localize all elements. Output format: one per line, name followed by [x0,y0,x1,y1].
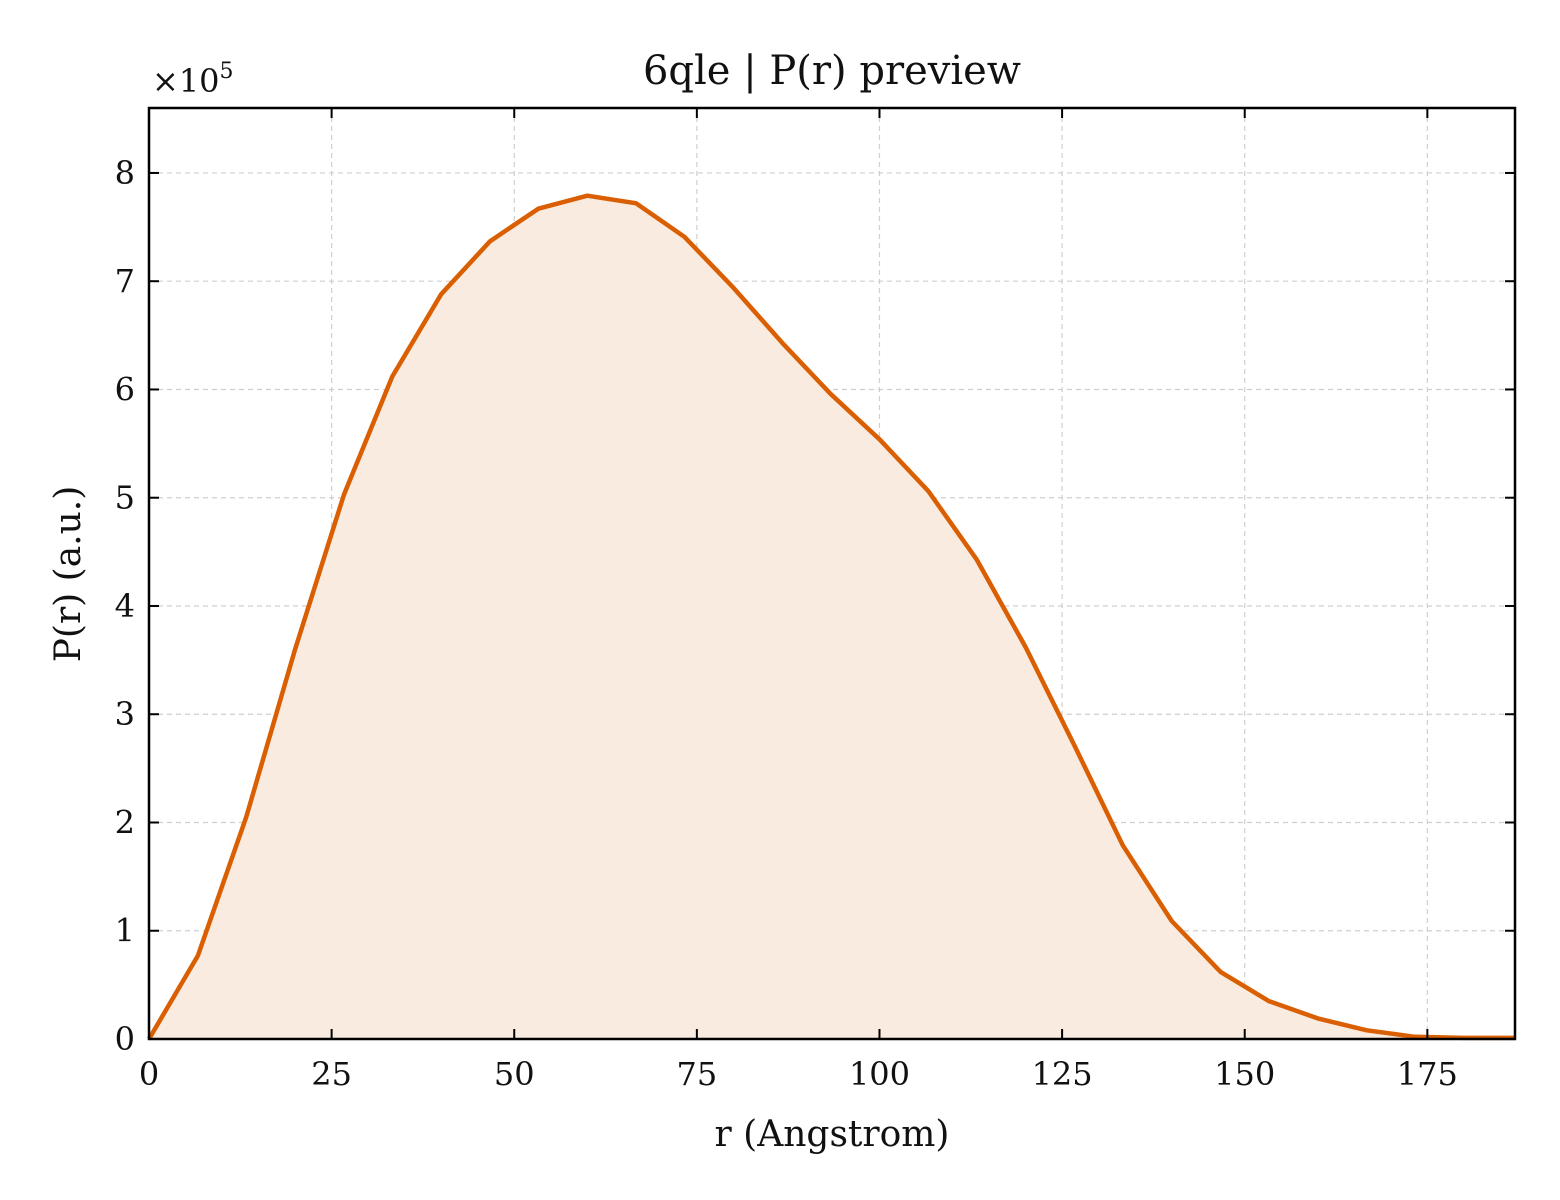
y-tick-label: 0 [115,1020,135,1058]
x-tick-label: 75 [677,1055,718,1093]
x-tick-label: 50 [494,1055,535,1093]
x-tick-label: 100 [849,1055,910,1093]
y-tick-label: 5 [115,479,135,517]
y-tick-label: 3 [115,695,135,733]
y-tick-label: 4 [115,587,135,625]
x-tick-label: 25 [311,1055,352,1093]
pr-curve-line [147,193,1515,1041]
chart-title: 6qle | P(r) preview [643,48,1021,94]
y-tick-label: 1 [115,912,135,950]
x-tick-label: 150 [1214,1055,1275,1093]
y-tick-label: 2 [115,803,135,841]
x-tick-label: 125 [1032,1055,1093,1093]
y-axis-title: P(r) (a.u.) [48,486,89,663]
y-multiplier-exponent: 5 [220,59,234,84]
ticks: 0 25 50 75 100 125 150 175 0 1 2 3 4 5 6 7 8 [115,108,1515,1093]
pr-area-fill [149,195,1515,1039]
y-tick-label: 7 [115,262,135,300]
y-axis-multiplier: ×105 [152,59,234,100]
x-tick-label: 175 [1397,1055,1458,1093]
y-tick-label: 6 [115,370,135,408]
plot-frame [147,106,1517,1041]
x-axis-title: r (Angstrom) [715,1114,950,1155]
y-tick-label: 8 [115,154,135,192]
y-multiplier-base: ×10 [152,62,220,100]
x-tick-label: 0 [139,1055,159,1093]
plot-area [147,193,1515,1041]
